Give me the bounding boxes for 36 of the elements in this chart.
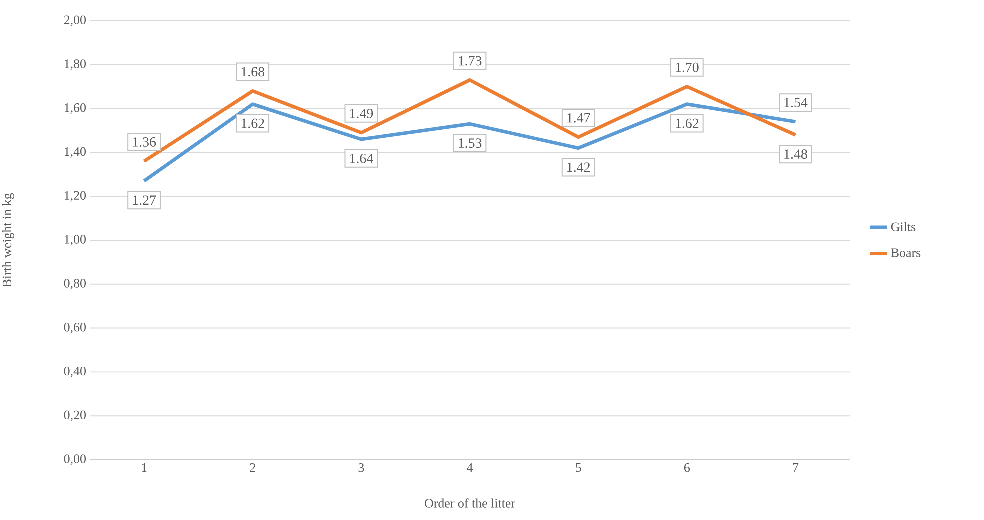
x-tick-label: 3	[358, 464, 364, 472]
y-tick-label: 0,00	[64, 454, 86, 466]
data-label: 1.73	[459, 56, 482, 66]
annotation: 1.64	[350, 154, 374, 164]
data-label: 1.49	[350, 109, 374, 118]
data-label: 1.54	[784, 98, 808, 108]
y-tick-label: 2,00	[64, 16, 86, 26]
x-tick-label: 6	[684, 464, 690, 472]
x-tick-label: 5	[576, 464, 582, 472]
data-label: 1.62	[676, 118, 699, 128]
x-tick-label: 7	[793, 464, 799, 472]
y-tick-label: 1,20	[64, 191, 86, 202]
x-tick-label: 1	[142, 464, 147, 472]
legend-label: Boars	[891, 248, 921, 258]
y-tick-label: 0,20	[64, 410, 86, 422]
data-label: 1.53	[459, 138, 482, 148]
y-tick-label: 0,40	[64, 366, 86, 378]
x-tick-label: 4	[467, 464, 474, 472]
legend-label: Gilts	[891, 222, 916, 232]
data-label: 1.48	[784, 150, 808, 160]
y-tick-label: 0,80	[64, 279, 86, 290]
y-tick-label: 1,00	[64, 235, 86, 246]
y-tick-label: 1,40	[64, 147, 86, 158]
data-label: 1.27	[133, 196, 156, 206]
x-axis-title: Order of the litter	[425, 498, 516, 508]
data-label: 1.62	[242, 118, 264, 128]
y-tick-label: 0,60	[64, 322, 86, 334]
data-label: 1.36	[133, 138, 156, 147]
y-axis-title: Birth weight in kg	[2, 193, 14, 288]
x-tick-label: 2	[250, 464, 256, 472]
y-tick-label: 1,60	[64, 103, 86, 114]
data-label: 1.68	[242, 67, 265, 77]
y-tick-label: 1,80	[64, 60, 86, 70]
data-label: 1.70	[676, 62, 699, 72]
data-label: 1.47	[568, 113, 590, 123]
data-label: 1.42	[568, 162, 590, 172]
